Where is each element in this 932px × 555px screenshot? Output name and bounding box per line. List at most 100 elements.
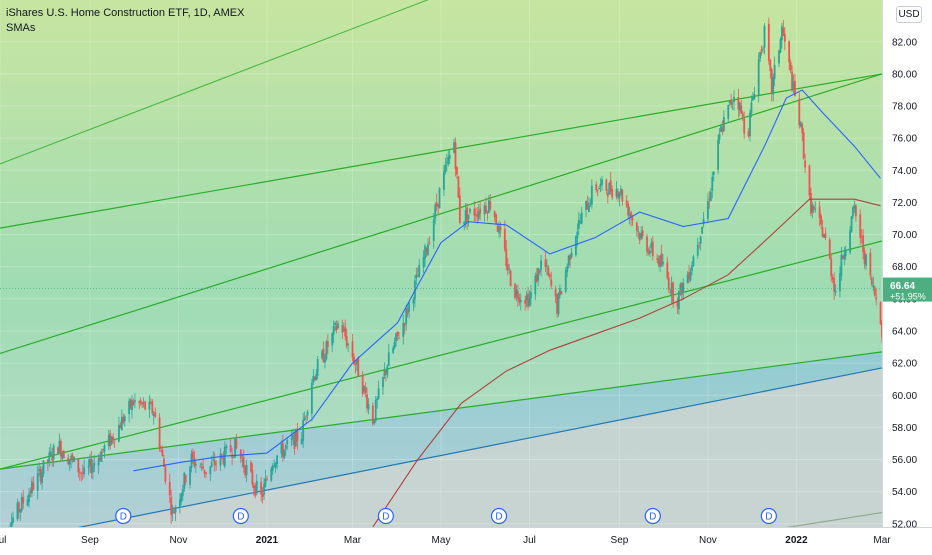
regression-line <box>77 367 882 527</box>
candle-body <box>61 452 64 459</box>
symbol-title[interactable]: iShares U.S. Home Construction ETF, 1D, … <box>6 7 245 19</box>
candle-body <box>119 425 122 429</box>
candle-body <box>630 212 632 218</box>
candle-body <box>477 211 480 219</box>
candle-body <box>833 278 836 292</box>
candle-body <box>651 241 654 257</box>
candle-body <box>139 400 142 404</box>
y-tick-label: 70.00 <box>892 230 917 241</box>
pitchfork-line <box>0 0 429 165</box>
candle-body <box>608 182 611 195</box>
candle-body <box>181 489 184 496</box>
candle-body <box>398 337 400 339</box>
candle-body <box>184 475 187 483</box>
candle-body <box>499 227 502 231</box>
candle-body <box>225 445 228 449</box>
candle-body <box>303 417 306 421</box>
candle-body <box>849 230 851 253</box>
candle-body <box>244 466 247 476</box>
candle-body <box>586 202 589 210</box>
candle-body <box>547 267 550 276</box>
candle-body <box>102 448 104 450</box>
candle-body <box>447 157 450 165</box>
candle-body <box>239 449 242 459</box>
candle-body <box>39 468 42 482</box>
candle-body <box>456 167 458 175</box>
candle-body <box>467 214 470 220</box>
dividend-marker[interactable]: D <box>760 507 777 525</box>
candle-body <box>205 472 207 474</box>
x-tick-label: May <box>432 535 451 546</box>
candle-body <box>840 254 843 276</box>
candle-body <box>718 133 721 140</box>
candle-body <box>860 236 863 238</box>
candle-body <box>367 404 370 410</box>
candle-body <box>363 385 366 392</box>
candle-body <box>589 202 592 205</box>
candle-body <box>730 99 733 105</box>
candle-body <box>782 28 785 37</box>
candle-body <box>91 465 94 473</box>
candle-body <box>515 289 518 297</box>
candle-body <box>811 204 814 213</box>
candle-body <box>345 336 348 347</box>
candle-body <box>128 400 131 415</box>
dividend-marker[interactable]: D <box>115 507 132 525</box>
candle-body <box>235 439 238 449</box>
candle-body <box>617 191 619 198</box>
candle-body <box>728 101 731 104</box>
candle-body <box>779 38 782 53</box>
candle-body <box>89 459 91 466</box>
candle-body <box>209 466 212 475</box>
candle-body <box>382 376 384 388</box>
dividend-marker[interactable]: D <box>490 507 508 525</box>
candle-body <box>383 370 386 376</box>
candle-body <box>68 460 71 465</box>
candle-body <box>354 364 357 366</box>
candle-body <box>875 297 878 300</box>
candle-body <box>638 232 641 241</box>
dividend-marker[interactable]: D <box>377 507 394 525</box>
candle-body <box>425 248 428 253</box>
candle-body <box>103 445 106 452</box>
x-tick-label: 2022 <box>785 535 808 546</box>
sma-line <box>133 89 881 472</box>
candle-body <box>199 466 202 468</box>
candle-body <box>138 401 141 403</box>
candle-body <box>70 456 72 461</box>
candle-body <box>168 482 171 496</box>
dividend-label: D <box>382 512 389 523</box>
candle-body <box>839 273 841 292</box>
candle-body <box>386 365 389 376</box>
candle-body <box>49 451 52 455</box>
y-tick-label: 76.00 <box>892 134 917 145</box>
last-price-badge <box>883 277 932 302</box>
candle-body <box>628 213 631 216</box>
candle-body <box>791 71 793 91</box>
candle-body <box>733 96 735 103</box>
candle-body <box>738 102 741 111</box>
candle-body <box>416 276 419 277</box>
last-price-change: +51.95% <box>890 292 926 302</box>
candle-body <box>51 454 54 461</box>
candle-body <box>741 113 744 118</box>
candle-body <box>251 470 254 485</box>
candle-body <box>595 184 598 190</box>
candle-body <box>241 459 244 462</box>
candle-body <box>485 205 487 212</box>
candle-body <box>830 258 833 277</box>
candle-body <box>516 291 519 299</box>
candle-body <box>696 244 699 256</box>
indicator-label[interactable]: SMAs <box>6 22 36 34</box>
candle-body <box>418 264 421 277</box>
candle-body <box>731 102 734 104</box>
dividend-marker[interactable]: D <box>644 507 661 525</box>
candle-body <box>428 242 431 244</box>
dividend-marker[interactable]: D <box>232 507 249 525</box>
candle-body <box>666 262 669 278</box>
currency-button[interactable]: USD <box>896 6 922 23</box>
candle-body <box>62 451 65 459</box>
candle-body <box>405 308 408 324</box>
candle-body <box>514 283 516 299</box>
